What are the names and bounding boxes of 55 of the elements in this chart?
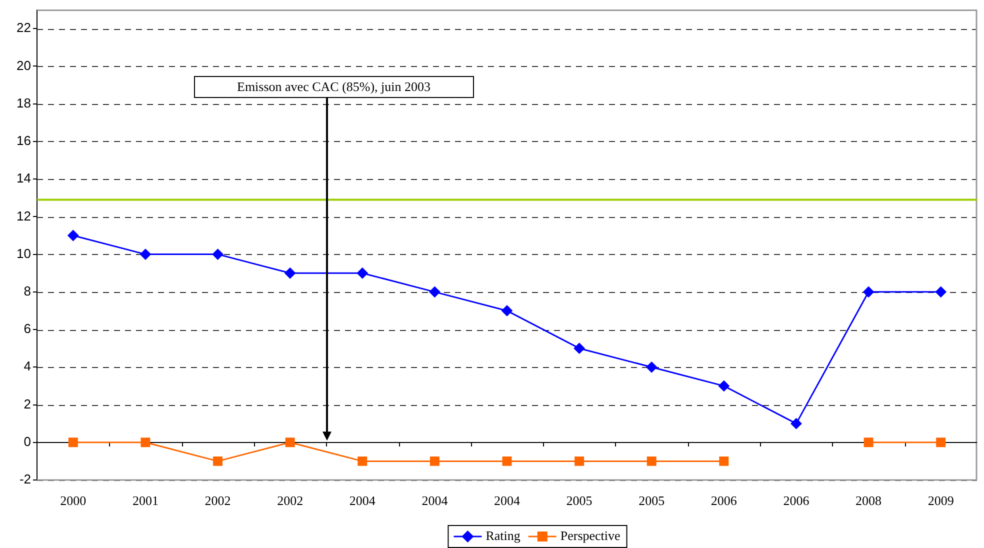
point [429, 286, 440, 298]
point [358, 456, 368, 466]
y-tick-label: 12 [16, 208, 31, 224]
point [790, 418, 802, 430]
point [574, 456, 584, 466]
x-tick-label: 2008 [856, 493, 882, 508]
point [502, 305, 512, 316]
y-tick-label: 6 [24, 321, 31, 336]
y-tick-label: 0 [24, 434, 31, 449]
point [285, 438, 295, 448]
point [68, 230, 79, 241]
y-tick-label: 10 [16, 246, 31, 261]
y-tick-label: 2 [24, 396, 31, 412]
point [212, 248, 224, 260]
legend-label: Perspective [560, 528, 621, 543]
y-tick-label: 18 [16, 95, 31, 110]
y-tick-label: 16 [16, 133, 31, 148]
x-tick-label: 2001 [132, 493, 158, 508]
y-tick-label: 22 [16, 20, 31, 36]
point [356, 268, 368, 279]
x-tick-label: 2005 [638, 493, 665, 508]
x-tick-label: 2000 [60, 493, 86, 508]
annotation: Emisson avec CAC (85%), juin 2003 [237, 79, 431, 94]
point [213, 456, 223, 466]
point [430, 456, 440, 466]
x-tick-label: 2004 [494, 493, 520, 508]
point [935, 286, 946, 298]
x-tick-label: 2006 [783, 493, 810, 508]
point [936, 438, 946, 448]
x-tick-label: 2002 [204, 493, 231, 508]
x-tick-label: 2005 [566, 493, 592, 508]
y-tick-label: 8 [24, 284, 31, 298]
point [718, 380, 730, 392]
point [864, 438, 874, 448]
legend-label: Rating [486, 528, 521, 543]
x-tick-label: 2002 [277, 493, 304, 508]
point [140, 438, 150, 448]
point [646, 362, 658, 373]
point [284, 268, 296, 279]
point [68, 438, 78, 448]
y-tick-label: -2 [19, 472, 31, 487]
y-tick-label: 14 [16, 170, 31, 186]
y-tick-label: 4 [24, 358, 31, 374]
point [719, 456, 729, 466]
x-tick-label: 2004 [349, 493, 376, 508]
point [140, 248, 151, 260]
y-tick-label: 20 [16, 58, 31, 73]
callout-box: Emisson avec CAC (85%), juin 2003 [194, 76, 474, 98]
point [863, 286, 874, 298]
x-tick-label: 2004 [422, 493, 448, 508]
point [574, 342, 585, 354]
x-tick-label: 2006 [710, 493, 738, 508]
point [502, 456, 512, 466]
point [646, 456, 656, 466]
x-tick-label: 2009 [928, 493, 954, 508]
